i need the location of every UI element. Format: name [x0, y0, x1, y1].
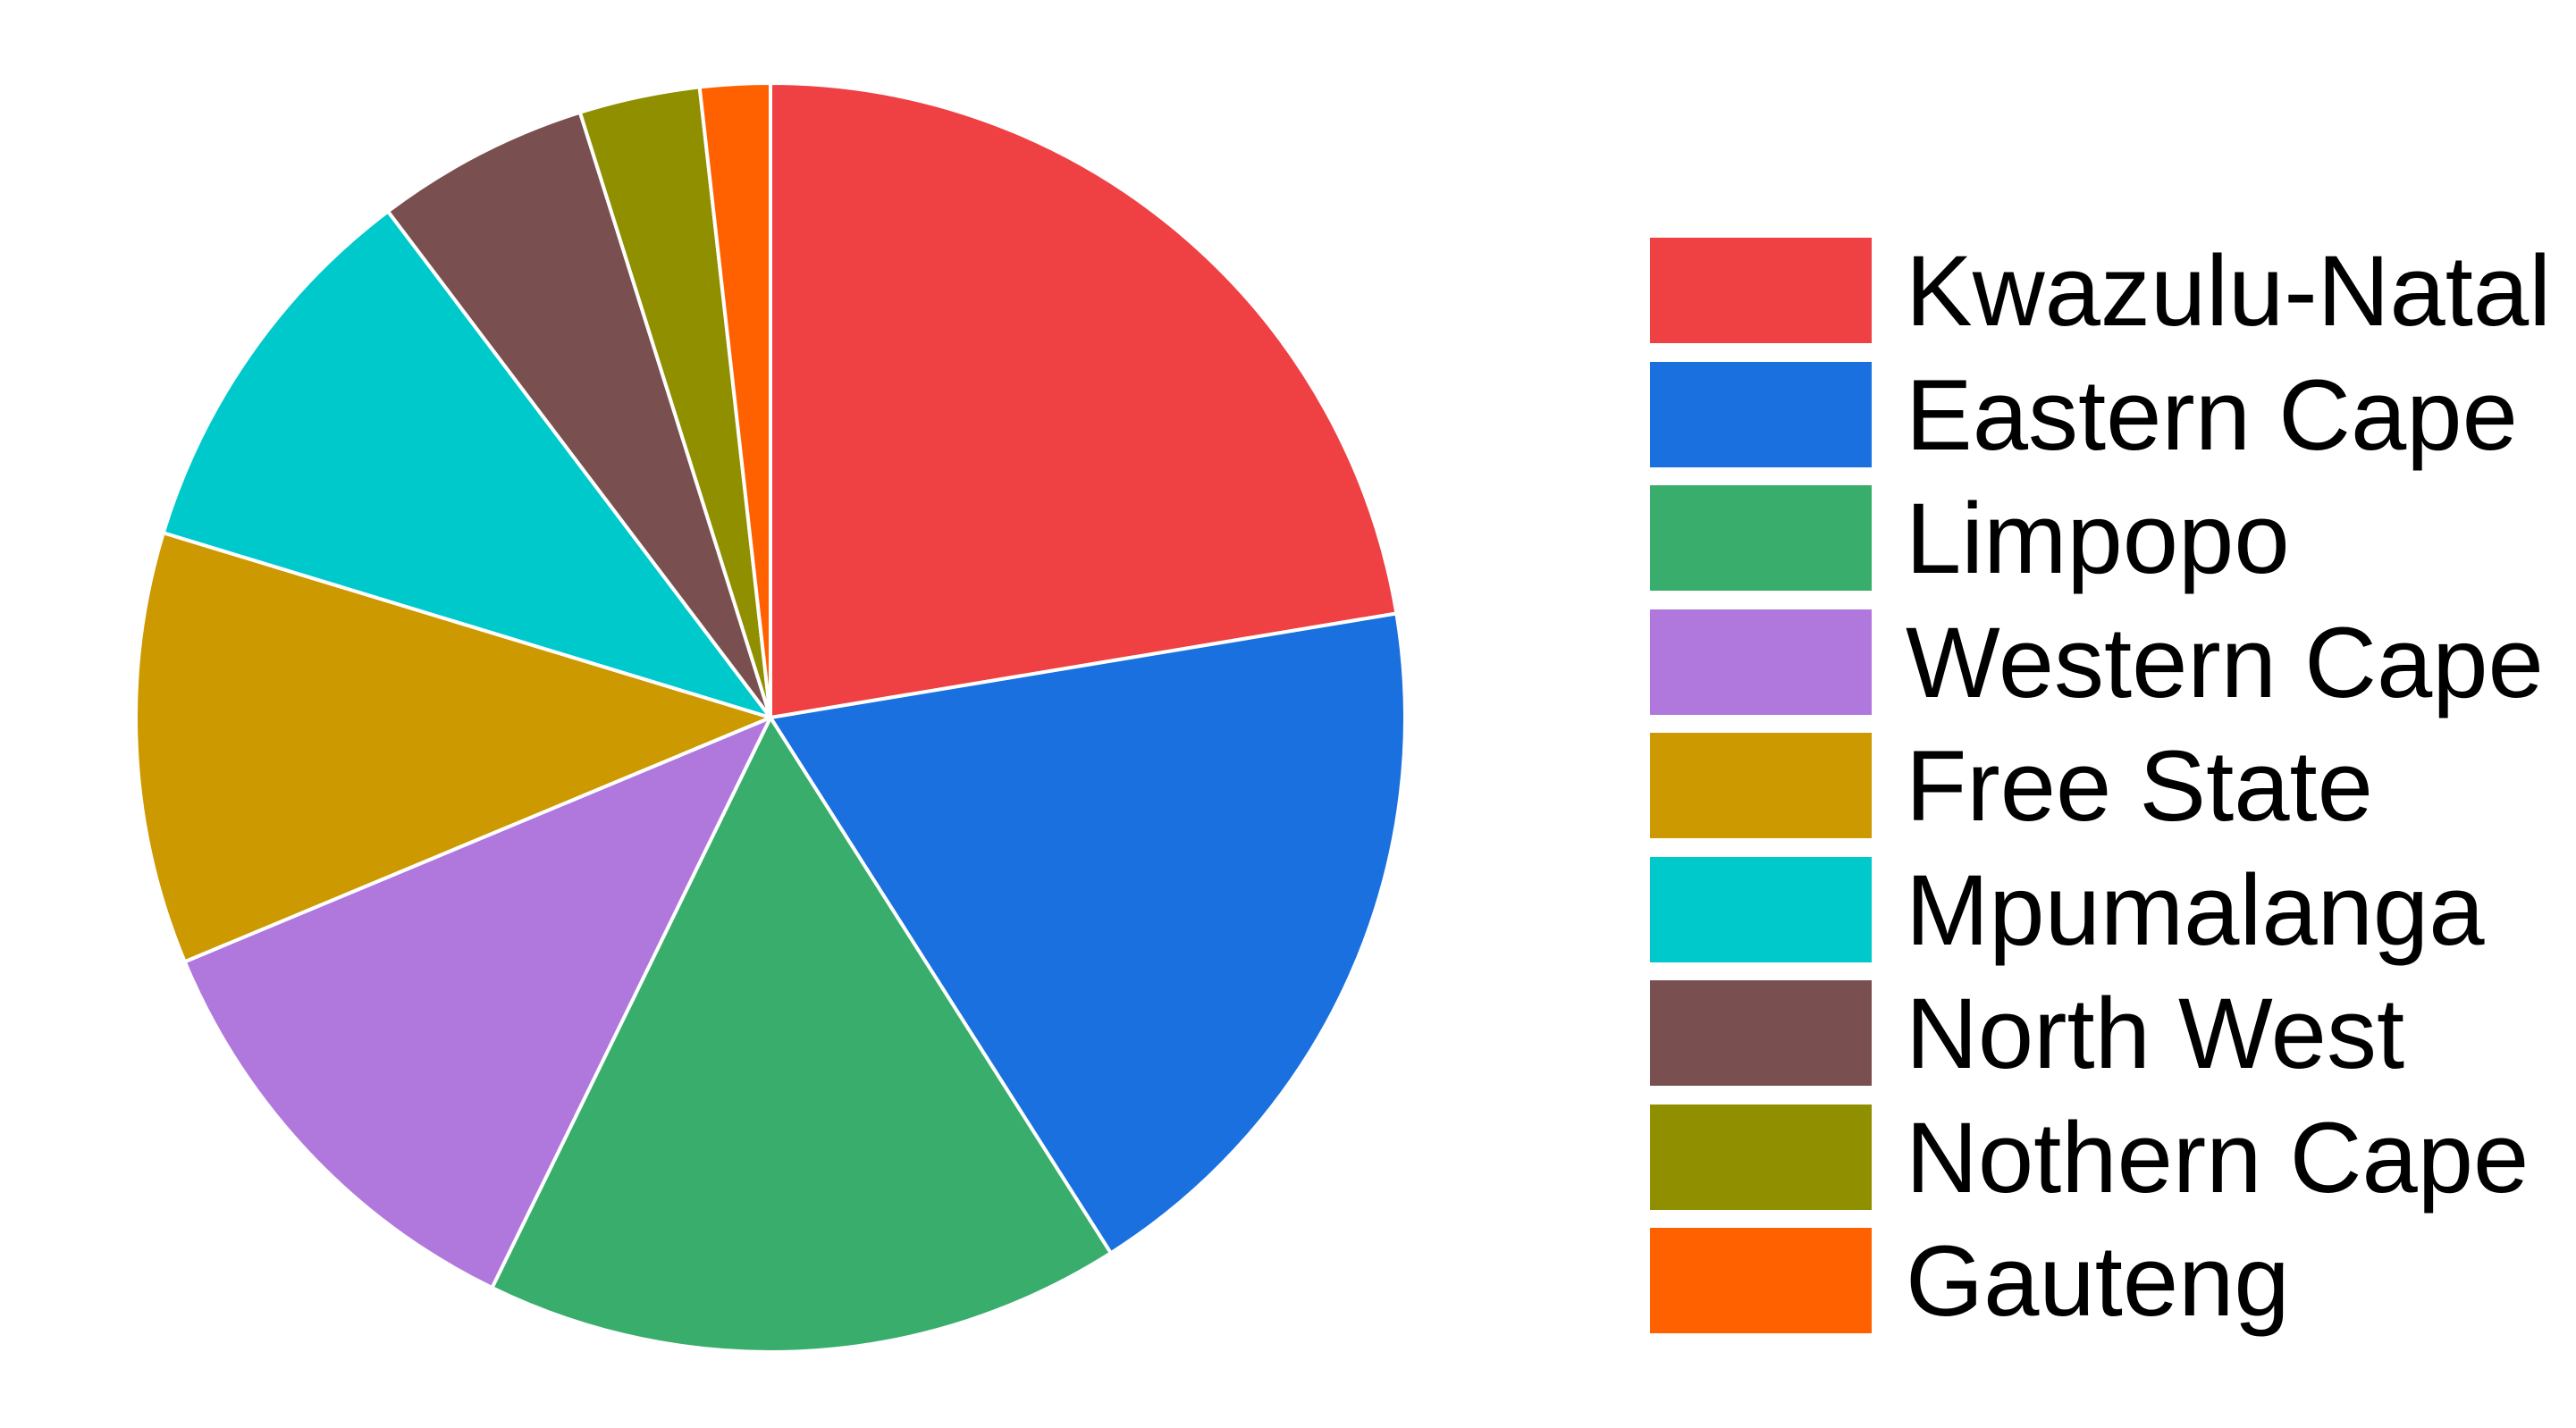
legend-item-limpopo: Limpopo [1650, 482, 2571, 606]
legend-label: Gauteng [1906, 1225, 2290, 1337]
legend-label: Nothern Cape [1906, 1101, 2530, 1214]
legend-swatch [1650, 1104, 1872, 1210]
legend-item-nothern-cape: Nothern Cape [1650, 1101, 2571, 1225]
legend-label: Limpopo [1906, 483, 2290, 594]
legend-label: North West [1906, 978, 2405, 1089]
pie-slice-western-cape [182, 716, 772, 1290]
legend-item-eastern-cape: Eastern Cape [1650, 358, 2571, 483]
legend-item-kwazulu-natal: Kwazulu-Natal [1650, 234, 2571, 358]
legend-label: Free State [1906, 730, 2373, 842]
legend-item-mpumalanga: Mpumalanga [1650, 853, 2571, 978]
pie-slices [134, 81, 1407, 1354]
legend-item-free-state: Free State [1650, 729, 2571, 853]
legend-swatch [1650, 856, 1872, 962]
pie-slice-limpopo [490, 716, 1113, 1354]
legend-swatch [1650, 238, 1872, 343]
legend-label: Mpumalanga [1906, 853, 2485, 966]
pie-slice-eastern-cape [769, 611, 1407, 1256]
legend-item-gauteng: Gauteng [1650, 1224, 2571, 1348]
pie-slice-free-state [134, 531, 772, 964]
legend-swatch [1650, 609, 1872, 715]
legend-label: Western Cape [1906, 606, 2544, 718]
legend-swatch [1650, 1228, 1872, 1333]
legend-swatch [1650, 485, 1872, 591]
legend-swatch [1650, 733, 1872, 838]
legend-label: Kwazulu-Natal [1906, 235, 2552, 347]
legend-swatch [1650, 980, 1872, 1086]
legend-item-north-west: North West [1650, 977, 2571, 1101]
legend-swatch [1650, 361, 1872, 467]
pie-slice-mpumalanga [161, 209, 772, 719]
pie-slice-gauteng [697, 81, 772, 719]
legend-item-western-cape: Western Cape [1650, 606, 2571, 730]
legend: Kwazulu-Natal Eastern Cape Limpopo Western … [1650, 234, 2571, 1348]
pie-slice-kwazulu-natal [769, 81, 1399, 719]
pie-slice-north-west [386, 110, 772, 719]
legend-label: Eastern Cape [1906, 358, 2518, 471]
